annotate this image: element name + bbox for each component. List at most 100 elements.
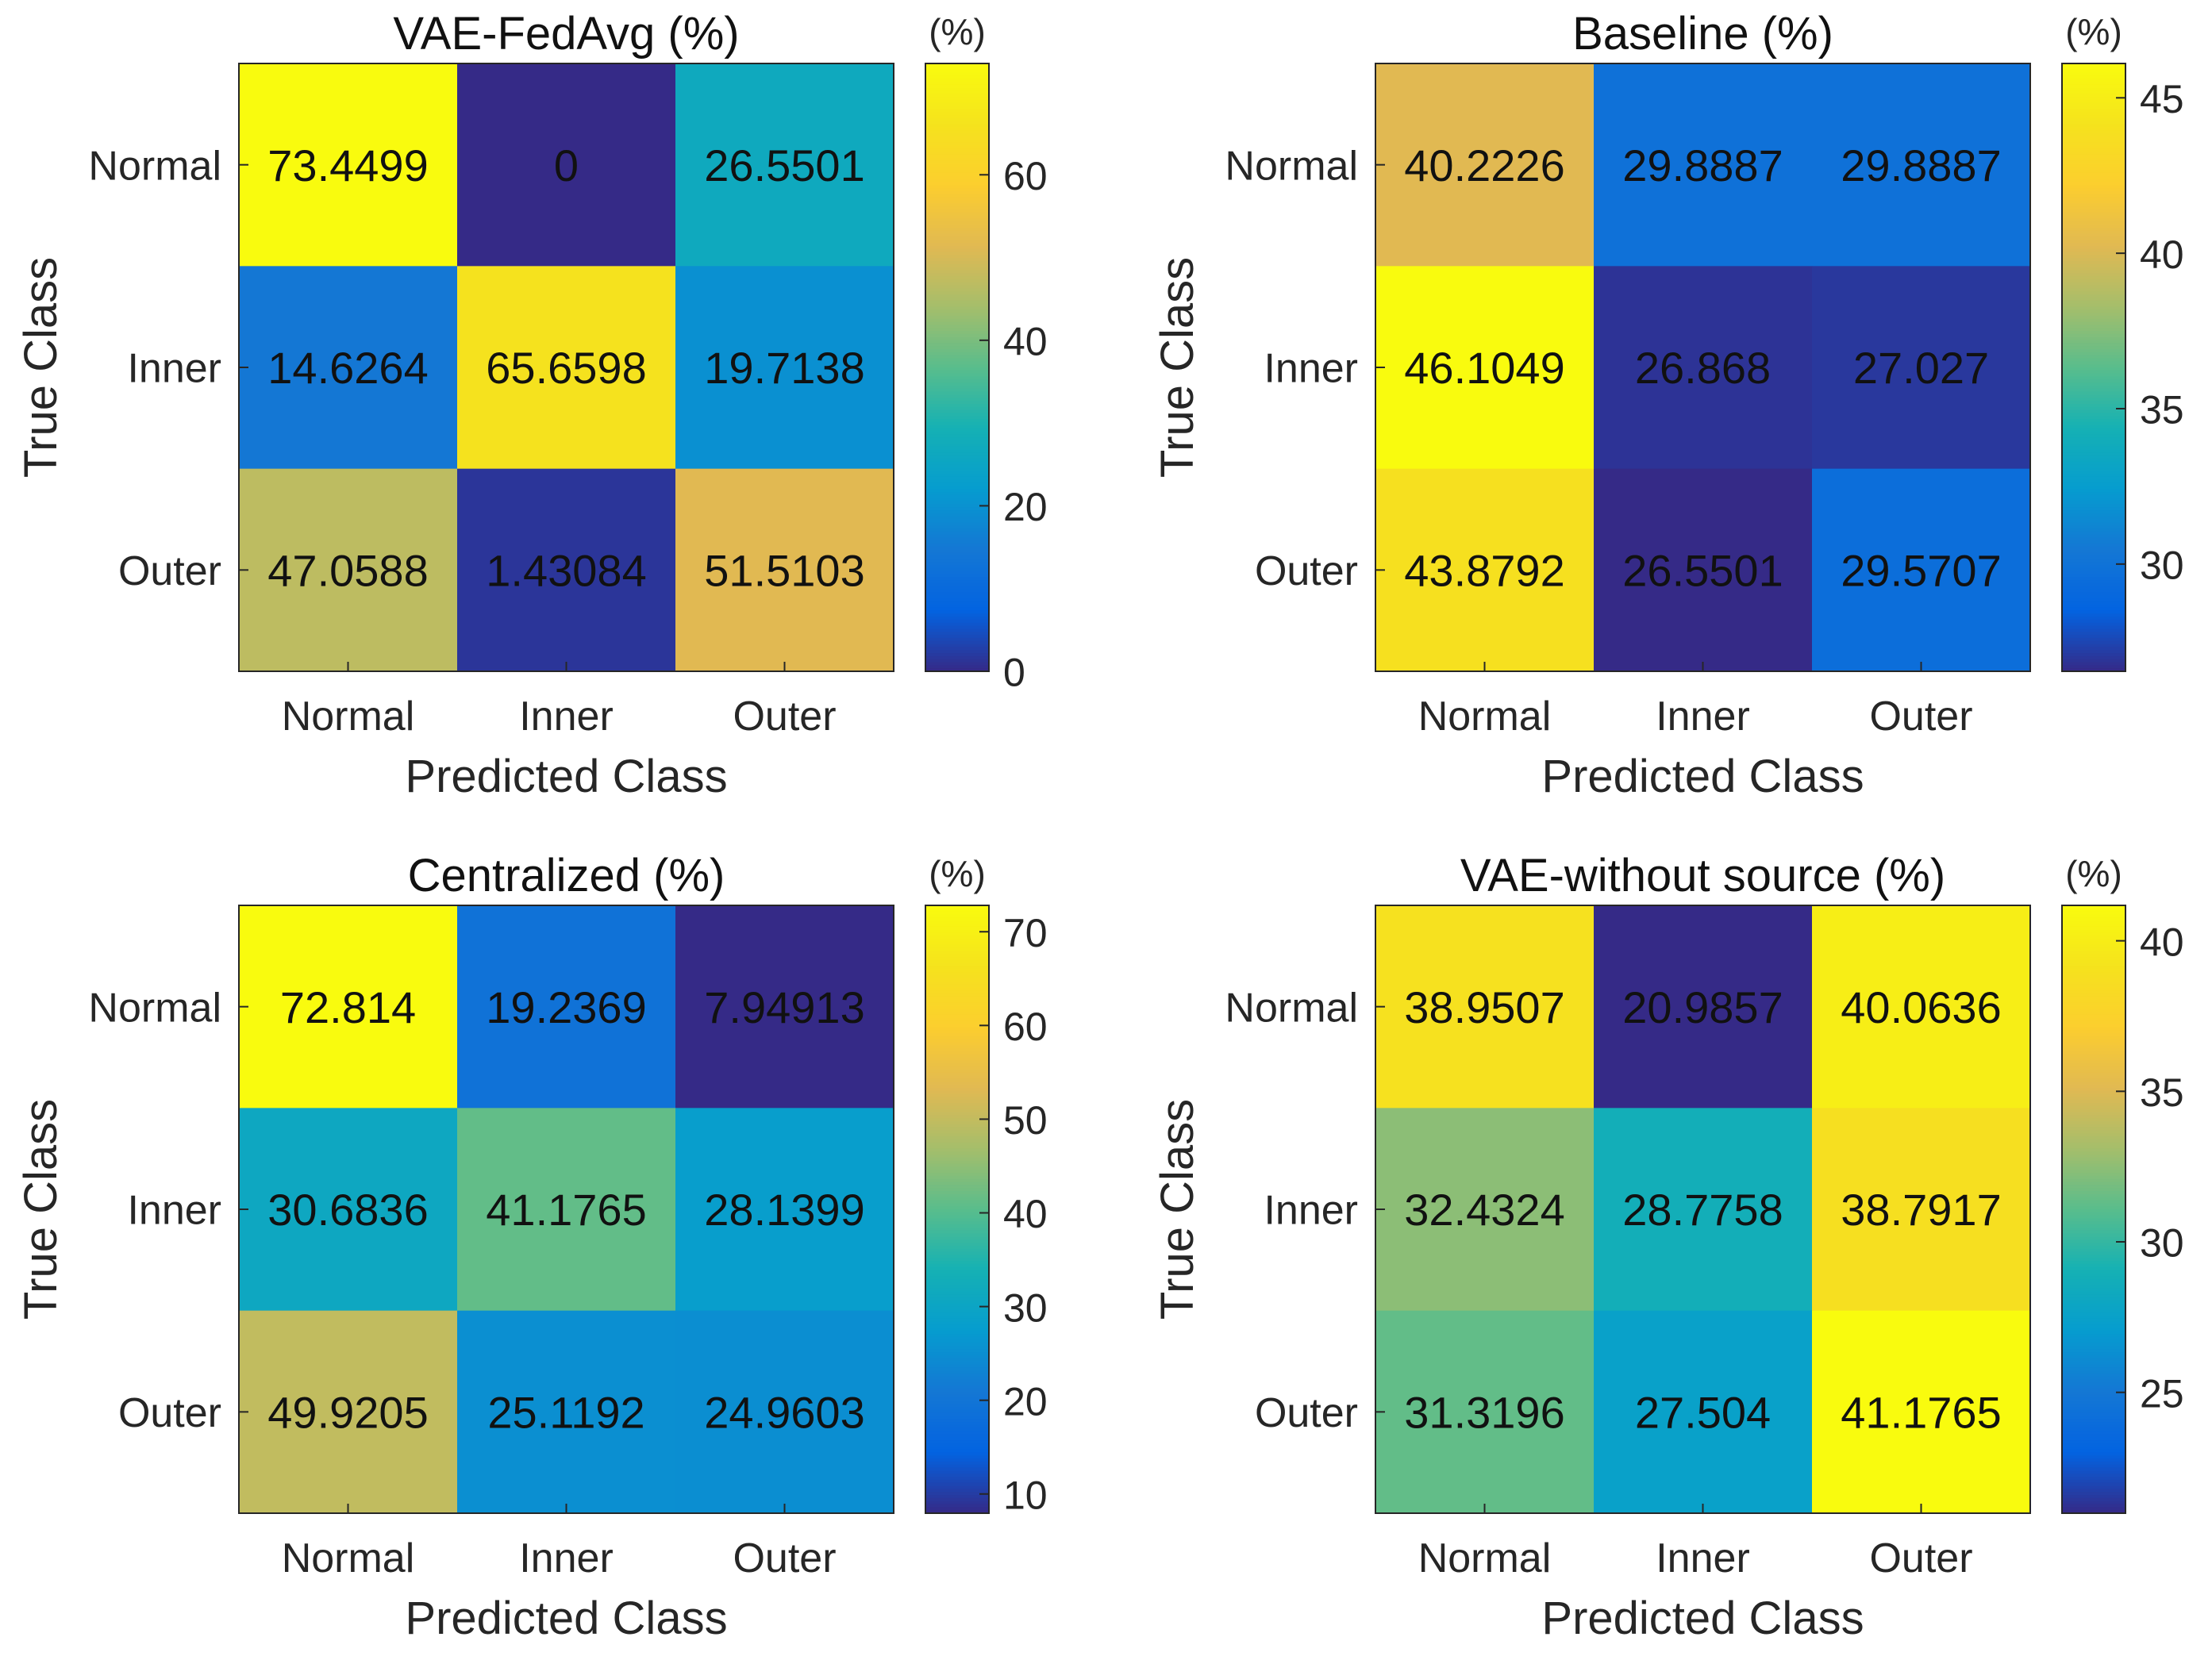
colorbar-segment <box>2062 987 2125 991</box>
colorbar-segment <box>2062 194 2125 198</box>
colorbar-segment <box>2062 528 2125 532</box>
colorbar-segment <box>2062 297 2125 302</box>
colorbar-segment <box>2062 1358 2125 1362</box>
colorbar-segment <box>925 1030 989 1034</box>
colorbar-segment <box>2062 230 2125 235</box>
colorbar-segment <box>925 552 989 557</box>
colorbar-segment <box>2062 1276 2125 1280</box>
colorbar-segment <box>2062 1082 2125 1086</box>
colorbar-tick-label: 40 <box>1003 320 1048 364</box>
colorbar-segment <box>925 388 989 393</box>
colorbar-segment <box>925 1276 989 1280</box>
colorbar-segment <box>2062 1045 2125 1049</box>
colorbar-segment <box>925 1288 989 1293</box>
colorbar-segment <box>2062 471 2125 475</box>
colorbar-segment <box>925 398 989 402</box>
colorbar-segment <box>925 1382 989 1386</box>
heatmap-cell <box>675 63 894 267</box>
colorbar-segment <box>2062 79 2125 83</box>
colorbar-segment <box>925 941 989 946</box>
colorbar-segment <box>925 148 989 152</box>
colorbar-segment <box>2062 516 2125 521</box>
colorbar-segment <box>925 1036 989 1040</box>
colorbar-segment <box>2062 984 2125 989</box>
colorbar-segment <box>925 1355 989 1359</box>
colorbar-segment <box>925 121 989 125</box>
colorbar-segment <box>925 628 989 632</box>
colorbar-segment <box>2062 1027 2125 1031</box>
colorbar-segment <box>925 1145 989 1149</box>
colorbar-segment <box>2062 224 2125 229</box>
colorbar-segment <box>925 519 989 523</box>
colorbar-segment <box>925 1078 989 1082</box>
colorbar-segment <box>925 936 989 940</box>
colorbar-segment <box>925 1084 989 1089</box>
colorbar-segment <box>925 1467 989 1471</box>
colorbar-segment <box>925 1446 989 1451</box>
colorbar-frame <box>2061 63 2126 672</box>
colorbar-segment <box>2062 1105 2125 1110</box>
colorbar-tick-label: 40 <box>2140 920 2184 964</box>
colorbar-segment <box>2062 1039 2125 1043</box>
colorbar-tick-label: 30 <box>2140 544 2184 588</box>
colorbar-segment <box>925 1431 989 1435</box>
colorbar-segment <box>2062 1422 2125 1426</box>
colorbar-segment <box>2062 1005 2125 1009</box>
colorbar-segment <box>925 328 989 332</box>
colorbar-segment <box>925 1130 989 1134</box>
colorbar-segment <box>925 1492 989 1496</box>
colorbar-segment <box>925 598 989 602</box>
colorbar-segment <box>925 79 989 83</box>
colorbar-segment <box>925 1178 989 1183</box>
colorbar-segment <box>925 285 989 290</box>
colorbar-segment <box>2062 382 2125 386</box>
colorbar-segment <box>2062 1404 2125 1408</box>
colorbar-segment <box>925 1005 989 1009</box>
colorbar-segment <box>2062 1440 2125 1444</box>
colorbar-segment <box>2062 625 2125 629</box>
colorbar-segment <box>925 1203 989 1207</box>
colorbar-segment <box>2062 1243 2125 1247</box>
colorbar-segment <box>2062 75 2125 79</box>
colorbar-segment <box>2062 537 2125 541</box>
colorbar-segment <box>925 957 989 961</box>
colorbar-segment <box>2062 1324 2125 1328</box>
colorbar-segment <box>2062 610 2125 614</box>
colorbar-segment <box>925 303 989 307</box>
colorbar-segment <box>925 452 989 456</box>
colorbar-segment <box>2062 1373 2125 1378</box>
colorbar-segment <box>925 613 989 617</box>
colorbar-segment <box>2062 1036 2125 1040</box>
heatmap-cell <box>1812 905 2031 1109</box>
colorbar-segment <box>2062 1346 2125 1350</box>
colorbar-segment <box>2062 519 2125 523</box>
colorbar-segment <box>925 522 989 526</box>
colorbar-segment <box>2062 218 2125 222</box>
colorbar-segment <box>925 619 989 624</box>
heatmap-cell <box>1812 266 2031 470</box>
colorbar-frame <box>925 905 990 1514</box>
colorbar-segment <box>2062 440 2125 444</box>
colorbar-segment <box>925 1270 989 1274</box>
cell-value-label: 26.5501 <box>704 140 864 190</box>
colorbar-segment <box>2062 106 2125 110</box>
colorbar-segment <box>2062 567 2125 572</box>
colorbar-segment <box>2062 336 2125 341</box>
colorbar-segment <box>925 1373 989 1378</box>
colorbar-segment <box>2062 227 2125 232</box>
colorbar-segment <box>925 1027 989 1031</box>
colorbar-segment <box>925 1051 989 1055</box>
colorbar-segment <box>2062 1477 2125 1481</box>
colorbar-segment <box>2062 1470 2125 1474</box>
colorbar-segment <box>925 260 989 265</box>
colorbar-segment <box>2062 394 2125 398</box>
colorbar-segment <box>925 1282 989 1286</box>
colorbar-segment <box>925 984 989 989</box>
colorbar-segment <box>2062 94 2125 98</box>
colorbar-segment <box>2062 1336 2125 1341</box>
colorbar-segment <box>2062 1218 2125 1222</box>
colorbar-segment <box>2062 1020 2125 1024</box>
colorbar-segment <box>925 200 989 204</box>
colorbar-segment <box>925 1404 989 1408</box>
x-axis-label: Predicted Class <box>1541 751 1864 802</box>
